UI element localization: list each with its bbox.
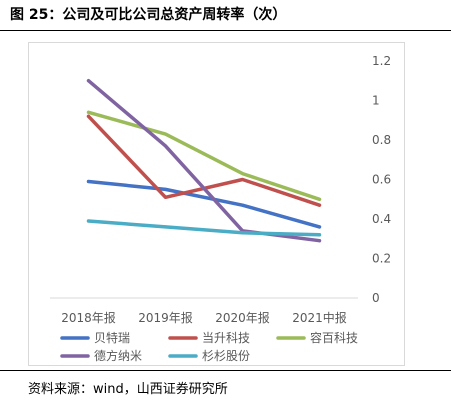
- legend-label: 杉杉股份: [202, 349, 250, 363]
- data-point: [241, 172, 244, 176]
- data-point: [241, 231, 244, 235]
- figure-title: 图 25：公司及可比公司总资产周转率（次）: [10, 7, 287, 23]
- data-point: [318, 239, 321, 243]
- source-note: 资料来源：wind，山西证券研究所: [28, 382, 228, 397]
- legend-label: 容百科技: [310, 330, 358, 345]
- source-rule: [0, 370, 451, 371]
- data-point: [164, 132, 167, 136]
- legend-label: 贝特瑞: [94, 330, 130, 345]
- y-tick-label: 0.4: [372, 212, 391, 226]
- y-tick-label: 0.8: [372, 133, 391, 147]
- data-point: [241, 203, 244, 207]
- data-point: [318, 233, 321, 237]
- series-layer: [86, 78, 322, 243]
- series-line-2: [86, 114, 322, 207]
- y-tick-label: 0.2: [372, 252, 391, 266]
- data-point: [164, 195, 167, 199]
- axis-layer: 0 0.2 0.4 0.6 0.8 1 1.2 2018年报 2019年报 2020年报 2021中…: [50, 54, 391, 325]
- legend-label: 当升科技: [202, 331, 250, 345]
- data-point: [164, 144, 167, 148]
- series-line-5: [86, 219, 322, 237]
- data-point: [87, 114, 90, 118]
- data-point: [87, 219, 90, 223]
- y-tick-label: 1.2: [372, 54, 391, 68]
- series-line-3: [86, 110, 322, 202]
- data-point: [318, 225, 321, 229]
- data-point: [87, 110, 90, 114]
- legend-label: 德方纳米: [94, 348, 142, 363]
- series-line-4: [86, 78, 322, 243]
- y-tick-label: 0: [372, 291, 380, 305]
- y-tick-label: 0.6: [372, 173, 391, 187]
- x-tick-label: 2021中报: [292, 310, 347, 325]
- data-point: [87, 179, 90, 183]
- data-point: [87, 79, 90, 83]
- data-point: [241, 178, 244, 181]
- data-point: [318, 203, 321, 207]
- x-tick-label: 2019年报: [138, 310, 193, 325]
- x-tick-label: 2020年报: [215, 310, 270, 325]
- series-line-1: [86, 179, 322, 229]
- title-rule: [0, 30, 451, 31]
- x-tick-label: 2018年报: [61, 310, 116, 325]
- data-point: [164, 187, 167, 191]
- data-point: [318, 197, 321, 201]
- y-tick-label: 1: [372, 94, 380, 108]
- data-point: [164, 225, 167, 229]
